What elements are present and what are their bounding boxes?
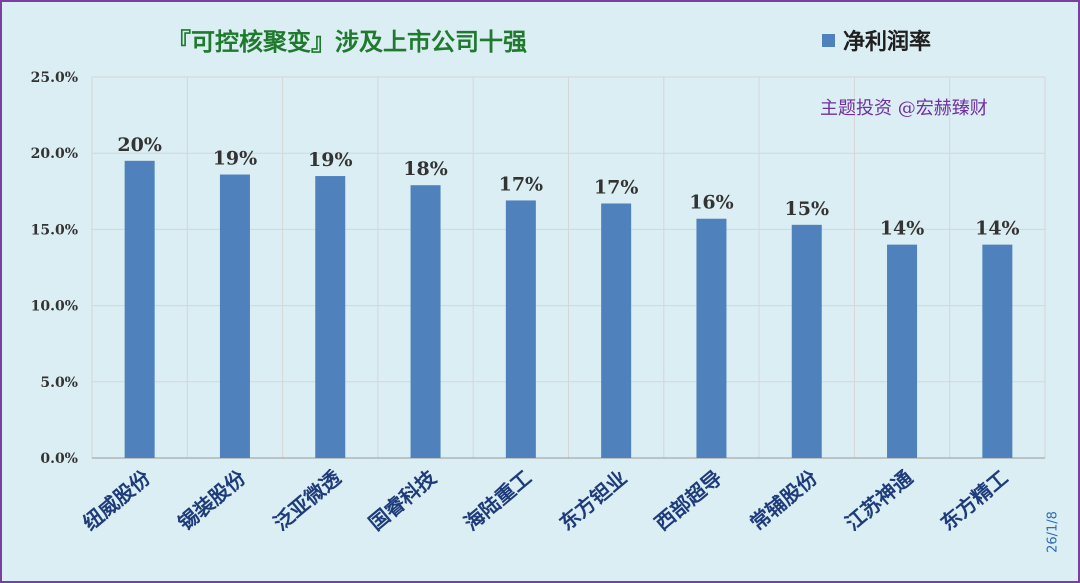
- date-label: 26/1/8: [1045, 507, 1061, 557]
- legend-label: 净利润率: [843, 29, 932, 55]
- bar: [315, 176, 346, 458]
- x-tick-label: 纽威股份: [78, 465, 155, 535]
- bar: [887, 244, 918, 458]
- x-tick-label: 海陆重工: [459, 465, 536, 535]
- x-tick-label: 常辅股份: [745, 465, 822, 535]
- y-tick-label: 20.0%: [31, 146, 78, 162]
- data-label: 14%: [880, 218, 925, 240]
- data-label: 15%: [785, 198, 830, 220]
- data-label: 18%: [403, 158, 448, 180]
- data-label: 17%: [594, 176, 639, 198]
- bar: [410, 185, 441, 459]
- bar: [791, 224, 822, 458]
- data-label: 19%: [308, 149, 353, 171]
- bar: [982, 244, 1013, 458]
- bar: [124, 160, 155, 458]
- y-tick-label: 15.0%: [31, 222, 78, 238]
- watermark: 主题投资 @宏赫臻财: [820, 98, 988, 119]
- data-label: 20%: [117, 134, 162, 156]
- legend: 净利润率: [822, 24, 931, 56]
- data-label: 14%: [975, 218, 1020, 240]
- y-tick-label: 0.0%: [40, 451, 78, 467]
- x-tick-label: 国睿科技: [364, 465, 441, 535]
- chart-title: 『可控核聚变』涉及上市公司十强: [167, 27, 527, 56]
- x-tick-label: 东方钽业: [555, 465, 632, 535]
- x-tick-label: 锡装股份: [173, 465, 250, 535]
- y-tick-label: 5.0%: [40, 375, 78, 391]
- data-label: 17%: [499, 173, 544, 195]
- bar: [505, 200, 536, 458]
- x-tick-label: 泛亚微透: [269, 465, 346, 535]
- bar: [219, 174, 250, 458]
- date-text: 26/1/8: [1045, 511, 1061, 553]
- x-tick-label: 东方精工: [936, 465, 1013, 535]
- legend-swatch: [822, 33, 835, 47]
- bar: [696, 218, 727, 458]
- data-label: 16%: [689, 192, 734, 214]
- y-tick-label: 25.0%: [31, 70, 78, 86]
- y-tick-label: 10.0%: [31, 299, 78, 315]
- x-tick-label: 江苏神通: [841, 465, 918, 535]
- x-tick-label: 西部超导: [650, 465, 727, 535]
- data-label: 19%: [213, 148, 258, 170]
- bar: [601, 203, 632, 458]
